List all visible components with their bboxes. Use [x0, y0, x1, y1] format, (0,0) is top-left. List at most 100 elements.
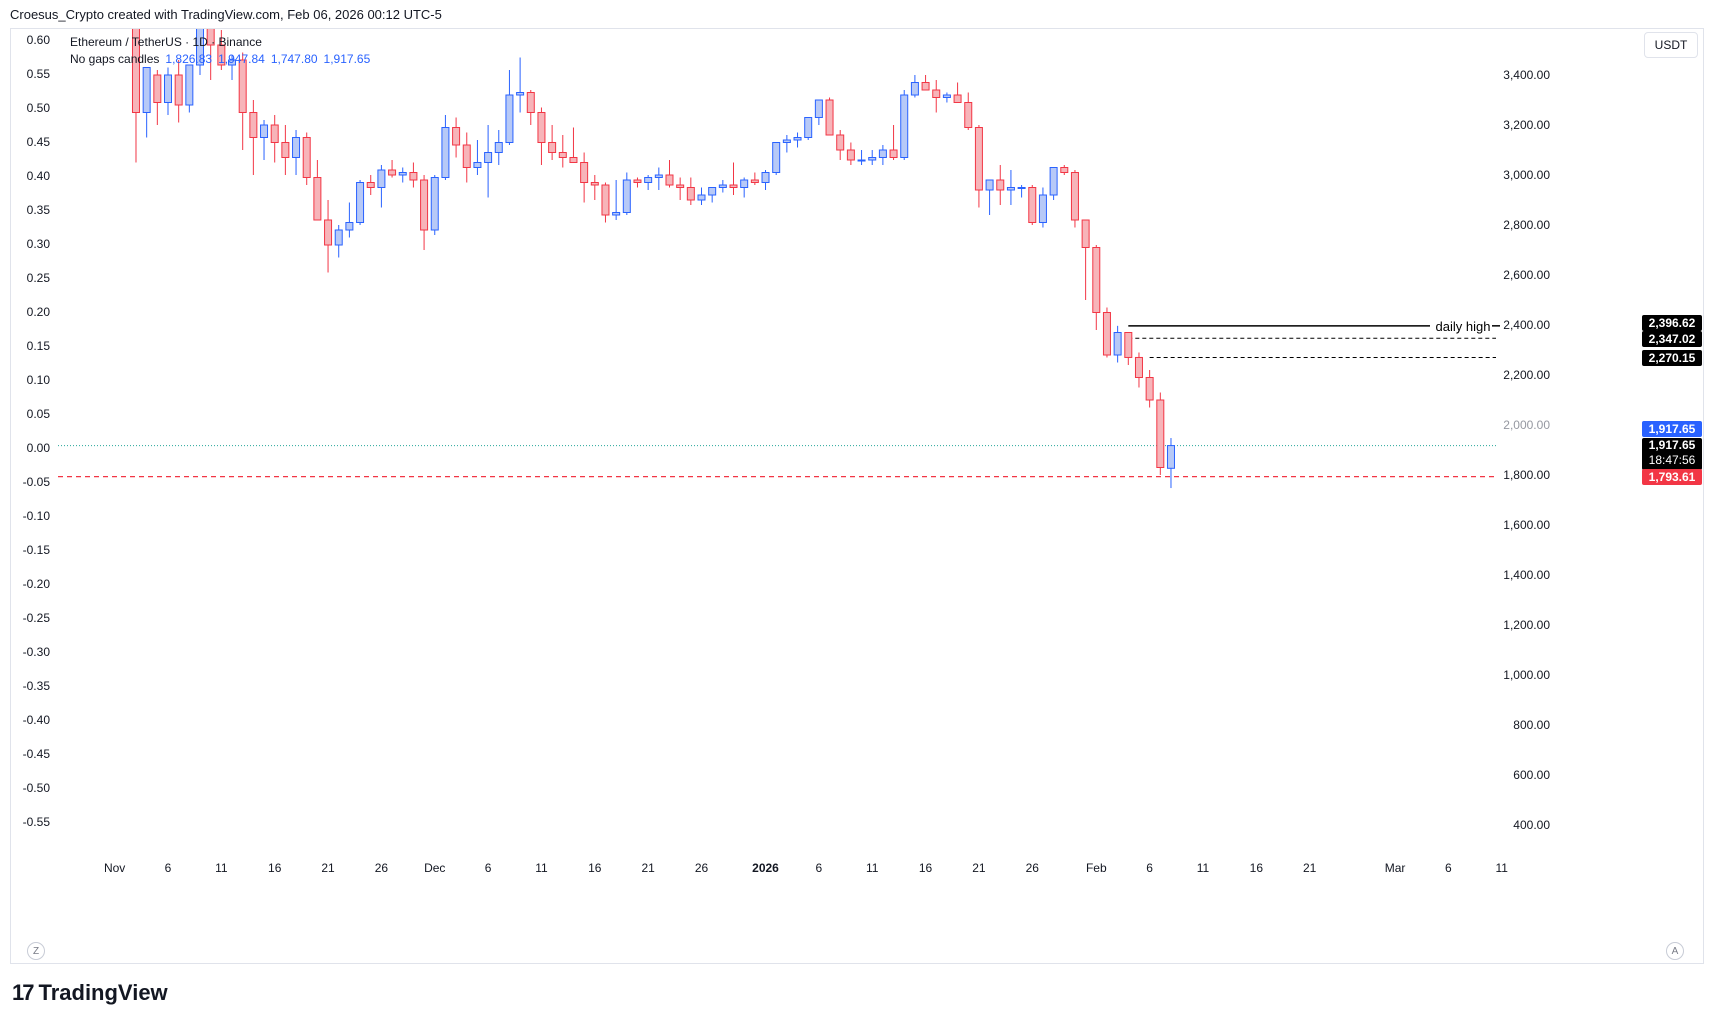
- legend-symbol[interactable]: Ethereum / TetherUS · 1D · Binance: [70, 35, 262, 49]
- candle-body: [846, 149, 855, 161]
- candle-body: [1166, 445, 1175, 469]
- x-axis-tick: 11: [1197, 861, 1210, 875]
- chart-frame[interactable]: [10, 28, 1704, 964]
- candle-body: [974, 127, 983, 191]
- candle-body: [345, 222, 354, 231]
- right-axis-tick: 2,000.00: [1503, 418, 1550, 432]
- brand-name: TradingView: [38, 980, 168, 1005]
- candle-body: [292, 137, 301, 158]
- candle-body: [270, 124, 279, 143]
- left-axis-tick: -0.50: [23, 781, 51, 795]
- auto-scale-toggle[interactable]: A: [1666, 942, 1684, 960]
- candle-body: [1081, 219, 1090, 248]
- legend-style: No gaps candles: [70, 52, 160, 66]
- candle-body: [644, 177, 653, 183]
- candle-body: [580, 162, 589, 183]
- price-tag-2270: 2,270.15: [1642, 350, 1702, 366]
- candle-body: [750, 179, 759, 183]
- candle-body: [409, 172, 418, 181]
- x-axis-tick: 11: [215, 861, 228, 875]
- candle-body: [825, 99, 834, 136]
- candle-body: [356, 182, 365, 223]
- x-axis-tick: Mar: [1385, 861, 1406, 875]
- right-axis-tick: 2,800.00: [1503, 218, 1550, 232]
- x-axis-tick: Nov: [104, 861, 125, 875]
- candle-body: [516, 92, 525, 96]
- right-axis-tick: 600.00: [1513, 768, 1550, 782]
- log-scale-toggle[interactable]: Z: [27, 942, 45, 960]
- candle-body: [377, 169, 386, 188]
- left-axis-tick: 0.00: [27, 441, 51, 455]
- right-axis-tick: 2,600.00: [1503, 268, 1550, 282]
- candle-body: [484, 152, 493, 163]
- currency-button[interactable]: USDT: [1644, 32, 1698, 58]
- left-axis-tick: 0.20: [27, 305, 51, 319]
- candle-body: [206, 29, 215, 46]
- x-axis-tick: 21: [641, 861, 655, 875]
- candle-body: [302, 137, 311, 178]
- candle-body: [142, 67, 151, 113]
- legend-ohlc-row: No gaps candles 1,826.83 1,947.84 1,747.80 1…: [70, 52, 370, 66]
- right-axis-tick: 2,200.00: [1503, 368, 1550, 382]
- candle-body: [900, 94, 909, 158]
- candle-body: [131, 29, 140, 113]
- left-axis-tick: 0.25: [27, 271, 51, 285]
- candle-body: [814, 99, 823, 118]
- left-axis-tick: -0.20: [23, 577, 51, 591]
- candle-body: [782, 139, 791, 143]
- candle-body: [185, 64, 194, 106]
- candle-body: [1006, 187, 1015, 191]
- right-axis-tick: 1,600.00: [1503, 518, 1550, 532]
- candle-body: [1102, 312, 1111, 356]
- candle-body: [249, 112, 258, 138]
- candle-body: [889, 149, 898, 158]
- left-axis-tick: -0.15: [23, 543, 51, 557]
- candle-body: [964, 102, 973, 128]
- chart-credit: Croesus_Crypto created with TradingView.…: [10, 7, 442, 22]
- candle-body: [452, 127, 461, 146]
- right-axis-tick: 1,000.00: [1503, 668, 1550, 682]
- x-axis-tick: 6: [165, 861, 172, 875]
- daily-high-label: daily high: [1436, 319, 1491, 334]
- candle-body: [804, 117, 813, 138]
- left-axis-tick: -0.35: [23, 679, 51, 693]
- left-axis-tick: -0.55: [23, 815, 51, 829]
- right-axis-tick: 3,200.00: [1503, 118, 1550, 132]
- candle-body: [537, 112, 546, 143]
- right-axis-tick: 3,400.00: [1503, 68, 1550, 82]
- candle-body: [164, 74, 172, 103]
- candle-body: [910, 82, 919, 96]
- candle-body: [281, 142, 290, 158]
- candle-body: [857, 159, 866, 162]
- candle-body: [398, 172, 407, 176]
- legend-low: 1,747.80: [270, 52, 318, 66]
- x-axis-tick: 6: [816, 861, 823, 875]
- tv-logo-icon: 17: [12, 980, 35, 1005]
- x-axis-tick: 6: [1445, 861, 1452, 875]
- candle-body: [697, 194, 706, 201]
- candle-body: [441, 127, 450, 178]
- left-axis-tick: -0.25: [23, 611, 51, 625]
- candle-body: [601, 184, 610, 216]
- left-axis-tick: 0.15: [27, 339, 51, 353]
- candle-body: [665, 174, 674, 186]
- x-axis-tick: 26: [695, 861, 709, 875]
- candle-body: [729, 184, 738, 188]
- left-axis-tick: 0.05: [27, 407, 51, 421]
- candle-body: [366, 182, 375, 188]
- plot-area: [58, 29, 1496, 489]
- candle-body: [878, 149, 887, 158]
- candle-body: [196, 29, 205, 66]
- last-price-tag: 1,917.65 18:47:56: [1642, 438, 1702, 470]
- left-axis-tick: 0.40: [27, 169, 51, 183]
- candle-body: [1038, 194, 1047, 223]
- left-axis-tick: 0.55: [27, 67, 51, 81]
- candle-body: [473, 162, 482, 168]
- candle-body: [174, 74, 183, 106]
- legend-high: 1,947.84: [218, 52, 265, 66]
- right-axis-tick: 1,400.00: [1503, 568, 1550, 582]
- candle-body: [590, 182, 599, 186]
- candle-body: [676, 184, 685, 188]
- tradingview-logo: 17 TradingView: [12, 980, 168, 1006]
